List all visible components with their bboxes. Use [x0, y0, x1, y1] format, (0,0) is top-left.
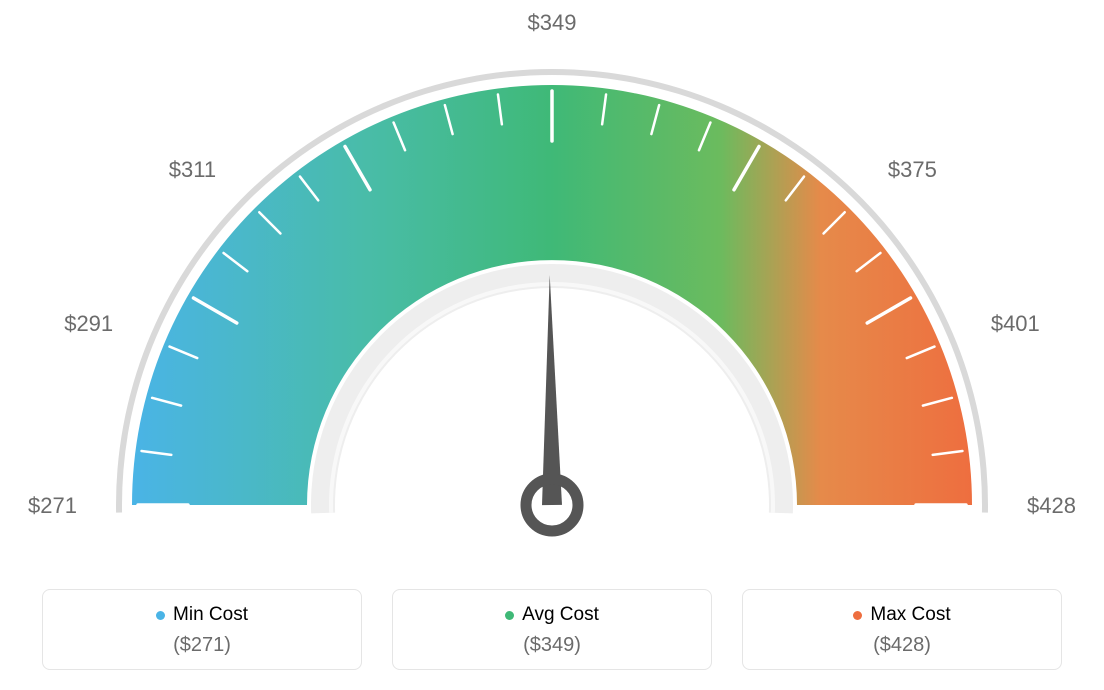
legend-dot-min	[156, 611, 165, 620]
legend-value-avg: ($349)	[403, 634, 701, 657]
legend-title-min-text: Min Cost	[173, 604, 248, 626]
legend-title-max: Max Cost	[853, 604, 950, 626]
gauge-tick-label: $291	[64, 311, 113, 336]
gauge-tick-label: $349	[528, 10, 577, 35]
legend-value-min: ($271)	[53, 634, 351, 657]
legend-dot-max	[853, 611, 862, 620]
legend-dot-avg	[505, 611, 514, 620]
legend-card-avg: Avg Cost ($349)	[392, 589, 712, 670]
legend-value-max: ($428)	[753, 634, 1051, 657]
legend-row: Min Cost ($271) Avg Cost ($349) Max Cost…	[0, 589, 1104, 670]
gauge-tick-label: $428	[1027, 493, 1076, 518]
gauge-chart: $271 $291 $311 $349 $375 $401 $428	[0, 0, 1104, 560]
gauge-tick-label: $375	[888, 157, 937, 182]
legend-title-min: Min Cost	[156, 604, 248, 626]
gauge-tick-label: $311	[169, 157, 216, 182]
gauge-svg: $271 $291 $311 $349 $375 $401 $428	[0, 0, 1104, 560]
gauge-tick-label: $401	[991, 311, 1040, 336]
legend-card-min: Min Cost ($271)	[42, 589, 362, 670]
legend-title-avg-text: Avg Cost	[522, 604, 599, 626]
gauge-tick-label: $271	[28, 493, 77, 518]
legend-title-avg: Avg Cost	[505, 604, 599, 626]
legend-title-max-text: Max Cost	[870, 604, 950, 626]
legend-card-max: Max Cost ($428)	[742, 589, 1062, 670]
gauge-needle	[542, 275, 562, 505]
